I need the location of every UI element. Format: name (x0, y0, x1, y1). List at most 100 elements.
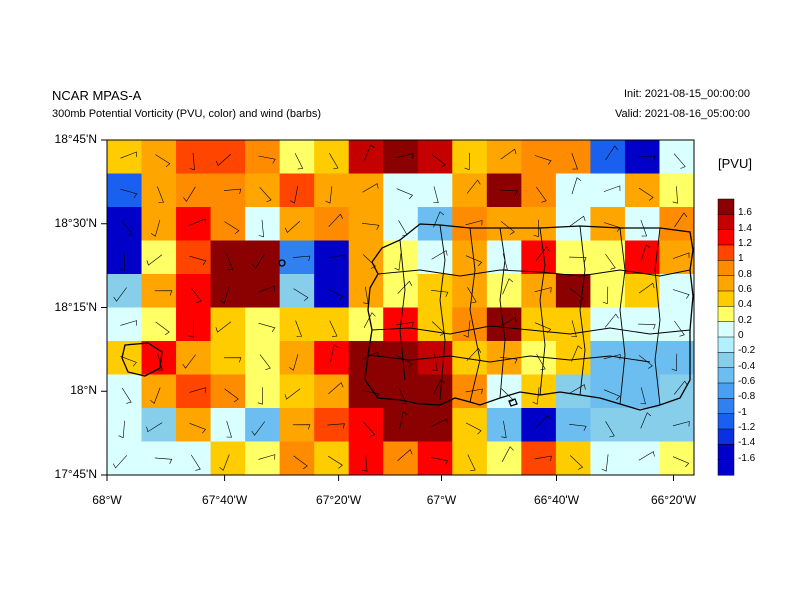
y-tick-label: 18°30'N (54, 215, 97, 230)
pv-cell (452, 341, 488, 375)
wind-barb (638, 323, 656, 330)
wind-barb (535, 246, 550, 261)
pv-cell (555, 173, 591, 208)
wind-barb (673, 153, 686, 169)
wind-barb (466, 179, 481, 194)
wind-barb (285, 220, 301, 234)
wind-barb (329, 153, 339, 170)
wind-barb (182, 354, 196, 369)
colorbar-swatch (717, 367, 735, 384)
colorbar-label: -1 (738, 406, 747, 418)
colorbar-label: 1 (738, 253, 744, 265)
wind-barb (397, 449, 413, 462)
colorbar (717, 198, 735, 476)
wind-barb (431, 154, 446, 168)
wind-barb (431, 457, 449, 466)
valid-time: Valid: 2021-08-16_05:00:00 (615, 108, 750, 120)
wind-barb (289, 186, 298, 204)
wind-barb (154, 290, 173, 296)
wind-barb (465, 388, 483, 395)
wind-barb (500, 357, 518, 364)
wind-barb (465, 220, 483, 226)
wind-barb (500, 148, 517, 160)
wind-barb (431, 250, 448, 260)
wind-barb (327, 455, 343, 469)
wind-barb (120, 151, 137, 159)
wind-barb (293, 455, 308, 470)
colorbar-label: 1.4 (738, 222, 752, 234)
wind-barb (361, 223, 380, 230)
wind-barb (157, 353, 163, 371)
colorbar-swatch (717, 214, 735, 231)
pv-cell (590, 173, 626, 208)
wind-barb (325, 186, 333, 204)
wind-barbs (112, 144, 690, 472)
wind-barb (502, 253, 508, 271)
wind-barb (327, 288, 344, 301)
pv-cell (141, 408, 177, 442)
x-tick-label: 67°20'W (316, 493, 362, 507)
colorbar-swatch (717, 459, 735, 476)
wind-barb (189, 423, 207, 434)
wind-barb (603, 185, 621, 192)
wind-barb (257, 387, 263, 405)
wind-barb (534, 455, 552, 462)
figure-title: NCAR MPAS-A (52, 88, 142, 103)
wind-barb (465, 422, 482, 435)
wind-barb (432, 379, 445, 395)
colorbar-label: -0.2 (738, 345, 756, 357)
wind-barb (363, 421, 376, 437)
wind-barb (223, 188, 242, 194)
wind-barb (120, 188, 138, 199)
colorbar-label: -0.4 (738, 360, 756, 372)
pv-cell (383, 274, 419, 308)
colorbar-swatch (717, 352, 735, 369)
wind-barb (155, 154, 171, 168)
wind-barb (189, 255, 207, 266)
colorbar-swatch (717, 444, 735, 461)
pv-cell (279, 374, 315, 409)
wind-barb (500, 388, 515, 403)
wind-barb (295, 320, 303, 337)
wind-barb (396, 321, 414, 328)
pv-cell (245, 408, 281, 442)
wind-barb (398, 387, 407, 404)
colorbar-swatch (717, 306, 735, 323)
pv-cell (141, 374, 177, 409)
colorbar-swatch (717, 321, 735, 338)
pv-cell (521, 408, 557, 442)
pv-cell (314, 341, 350, 375)
wind-barb (258, 322, 276, 333)
wind-barb (251, 421, 266, 436)
y-tick-label: 18°N (70, 383, 97, 398)
wind-barb (328, 213, 343, 227)
wind-barb (502, 278, 513, 295)
pv-cell (245, 274, 281, 308)
wind-barb (120, 356, 137, 367)
wind-barb (190, 287, 202, 303)
pv-cell (314, 207, 350, 241)
wind-barb (464, 152, 470, 171)
wind-barb (571, 320, 577, 338)
wind-barb (672, 252, 690, 259)
wind-barb (605, 421, 615, 438)
pv-cell (590, 307, 626, 342)
colorbar-label: 0.4 (738, 299, 752, 311)
colorbar-swatch (717, 275, 735, 292)
wind-barb (394, 253, 402, 271)
wind-barb (466, 347, 482, 361)
wind-barb (396, 188, 413, 200)
wind-barb (569, 455, 584, 470)
pv-cell (624, 240, 660, 275)
wind-barb (224, 388, 239, 403)
wind-barb (571, 345, 583, 362)
pv-cell (107, 441, 143, 476)
municipal-borders (367, 224, 691, 406)
wind-barb (467, 454, 476, 471)
pv-cell (624, 441, 660, 476)
wind-barb (671, 353, 678, 372)
wind-barb (258, 219, 264, 238)
wind-barb (330, 344, 339, 362)
pv-cell (624, 274, 660, 308)
x-tick-label: 66°20'W (650, 493, 697, 507)
